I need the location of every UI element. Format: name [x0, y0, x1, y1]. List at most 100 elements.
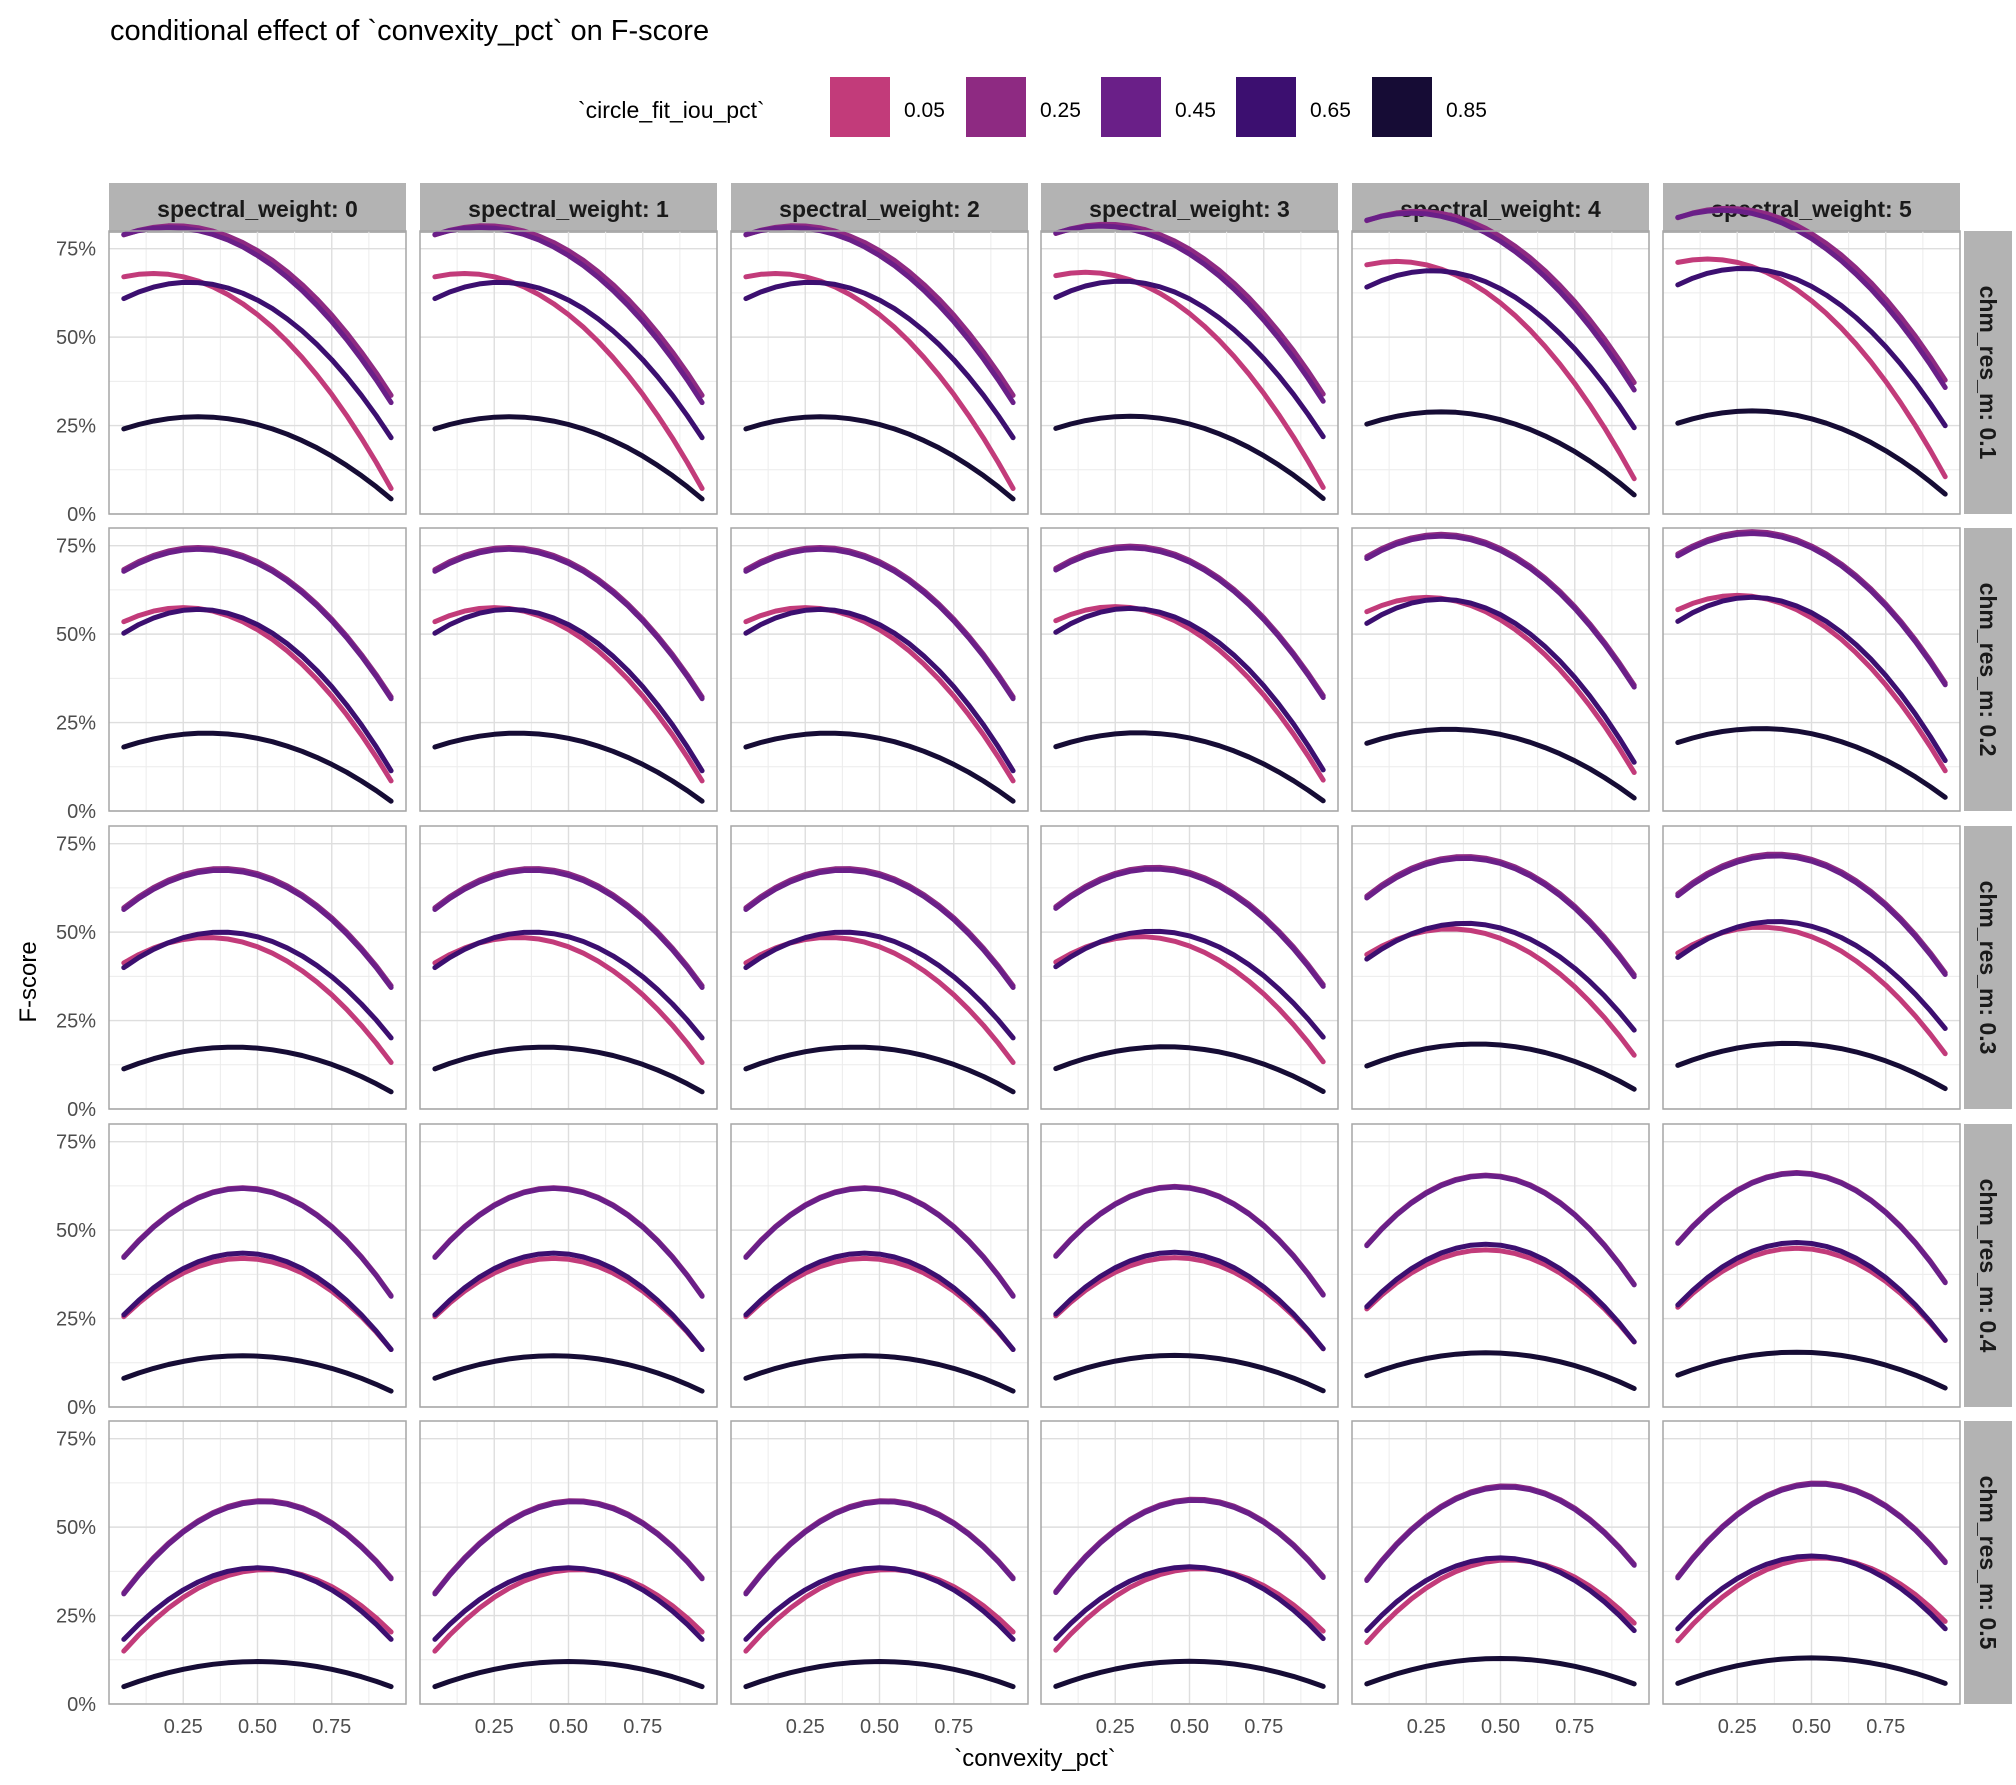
y-tick-label: 75%: [56, 834, 96, 856]
series-line-0.85: [1364, 726, 1637, 801]
series-line-0.65: [743, 1250, 1016, 1352]
series-line-0.65: [1675, 919, 1948, 1031]
panel-border: [108, 1123, 407, 1408]
facet-panel: 0.25 0.50 0.75: [730, 1420, 1029, 1738]
series-line-0.85: [1053, 1044, 1326, 1094]
series-line-0.65: [432, 606, 705, 774]
facet-panel: 0% 25% 50% 75%: [56, 1123, 407, 1419]
series-line-0.85: [1364, 1350, 1637, 1391]
series-line-0.65: [121, 606, 394, 774]
y-tick-label: 25%: [56, 416, 96, 438]
series-line-0.85: [121, 1353, 394, 1394]
facet-label-col: spectral_weight: 4: [1400, 196, 1601, 222]
panel-border: [1040, 825, 1339, 1110]
facet-panel: [419, 223, 718, 515]
facet-panel: [1662, 206, 1961, 515]
facet-label-row: chm_res_m: 0.4: [1975, 1179, 2001, 1353]
y-tick-label: 0%: [67, 1099, 96, 1121]
series-line-0.05: [432, 605, 705, 784]
panel-border: [1040, 230, 1339, 515]
panel-border: [1662, 1123, 1961, 1408]
panel-border: [419, 1123, 718, 1408]
panel-border: [419, 230, 718, 515]
series-line-0.05: [1053, 604, 1326, 783]
y-tick-label: 50%: [56, 922, 96, 944]
facet-panel: [1351, 1123, 1650, 1408]
series-line-0.65: [743, 606, 1016, 774]
panel-border: [1662, 825, 1961, 1110]
series-line-0.05: [1675, 256, 1948, 480]
x-tick-label: 0.75: [1866, 1716, 1905, 1738]
x-tick-label: 0.75: [312, 1716, 351, 1738]
series-line-0.65: [1053, 605, 1326, 773]
facet-panel: [1351, 527, 1650, 812]
series-line-0.45: [743, 225, 1016, 406]
panel-border: [1040, 1420, 1339, 1705]
x-tick-label: 0.25: [164, 1716, 203, 1738]
series-line-0.45: [743, 546, 1016, 702]
series-line-0.85: [1675, 1655, 1948, 1686]
series-line-0.85: [1053, 730, 1326, 804]
facet-panel: 0.25 0.50 0.75: [1351, 1420, 1650, 1738]
facet-panel: [1040, 221, 1339, 515]
series-line-0.05: [743, 605, 1016, 784]
series-line-0.65: [1364, 1241, 1637, 1345]
facet-panel: [419, 825, 718, 1110]
panel-border: [1662, 230, 1961, 515]
series-line-0.65: [121, 929, 394, 1041]
panel-border: [1040, 527, 1339, 812]
facet-strip-col: [1352, 183, 1649, 233]
series-line-0.65: [743, 929, 1016, 1041]
series-line-0.85: [121, 414, 394, 502]
series-line-0.65: [1364, 1555, 1637, 1634]
series-line-0.05: [121, 271, 394, 491]
facet-panel: [419, 1123, 718, 1408]
series-line-0.05: [1675, 592, 1948, 774]
y-tick-label: 75%: [56, 536, 96, 558]
legend-label: 0.45: [1175, 99, 1216, 122]
series-line-0.45: [432, 1185, 705, 1299]
y-tick-label: 25%: [56, 1309, 96, 1331]
series-line-0.85: [743, 1659, 1016, 1690]
series-line-0.85: [1053, 413, 1326, 501]
panel-border: [730, 230, 1029, 515]
panel-border: [419, 825, 718, 1110]
panel-border: [730, 1123, 1029, 1408]
y-tick-label: 25%: [56, 713, 96, 735]
y-axis-label: F-score: [15, 941, 42, 1022]
facet-panel: [730, 223, 1029, 515]
panel-border: [419, 527, 718, 812]
series-line-0.85: [743, 1044, 1016, 1095]
facet-panel: [1662, 825, 1961, 1110]
facet-panel: [730, 825, 1029, 1110]
series-line-0.85: [1364, 1041, 1637, 1092]
series-line-0.45: [1675, 1170, 1948, 1286]
series-line-0.45: [743, 1499, 1016, 1597]
facet-panel: 0% 25% 50% 75%: [56, 825, 407, 1121]
series-line-0.85: [432, 1044, 705, 1095]
x-tick-label: 0.25: [1096, 1716, 1135, 1738]
facet-panel: 0% 25% 50% 75% 0.25 0.50 0.75: [56, 1420, 407, 1738]
y-tick-label: 0%: [67, 801, 96, 823]
facet-label-col: spectral_weight: 0: [157, 196, 358, 222]
series-line-0.45: [1053, 545, 1326, 700]
series-line-0.65: [432, 279, 705, 441]
series-line-0.65: [1364, 268, 1637, 431]
series-line-0.45: [1364, 855, 1637, 980]
facet-label-row: chm_res_m: 0.3: [1975, 881, 2001, 1055]
x-tick-label: 0.25: [1718, 1716, 1757, 1738]
series-line-0.85: [743, 730, 1016, 804]
y-tick-label: 50%: [56, 327, 96, 349]
facet-panel: [1040, 527, 1339, 812]
y-tick-label: 75%: [56, 1429, 96, 1451]
series-line-0.65: [121, 279, 394, 441]
panel-border: [108, 1420, 407, 1705]
series-line-0.85: [1053, 1352, 1326, 1394]
facet-label-col: spectral_weight: 3: [1089, 196, 1290, 222]
series-line-0.45: [1053, 223, 1326, 404]
series-line-0.45: [1675, 207, 1948, 390]
legend-label: 0.25: [1040, 99, 1081, 122]
facet-strip-row: [1964, 826, 2012, 1109]
series-line-0.85: [1675, 726, 1948, 800]
panel-border: [1662, 527, 1961, 812]
